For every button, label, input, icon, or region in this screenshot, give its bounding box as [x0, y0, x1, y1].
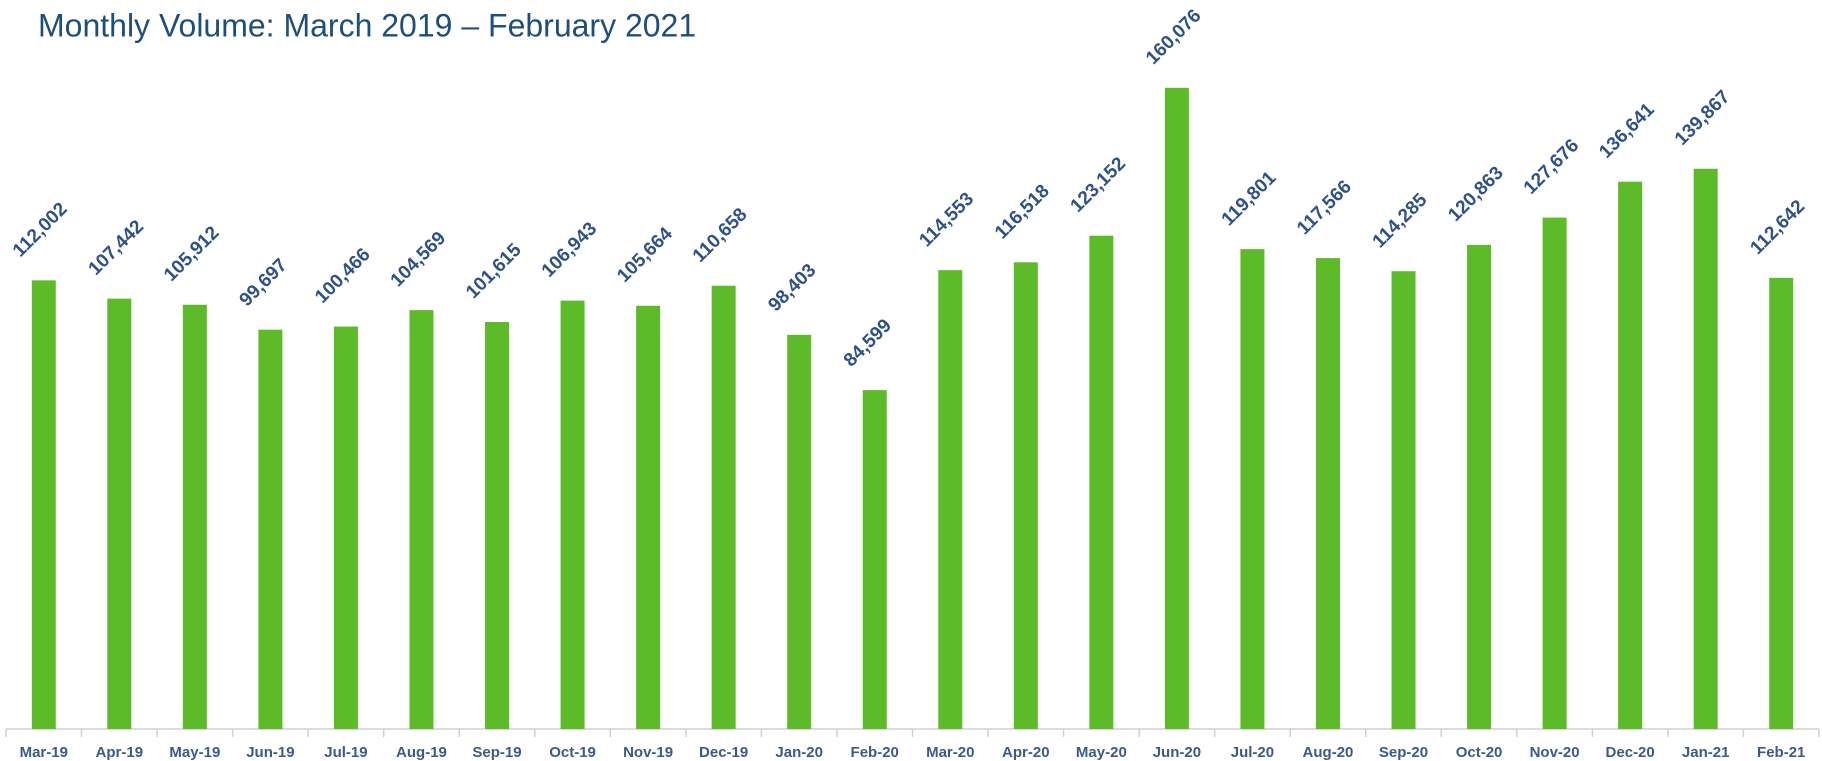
value-label: 160,076 [1142, 5, 1205, 68]
value-label: 127,676 [1520, 135, 1583, 198]
value-label: 98,403 [764, 260, 820, 316]
bar [636, 305, 661, 729]
x-tick-label: Nov-19 [623, 744, 673, 761]
x-tick-label: Oct-20 [1456, 744, 1503, 761]
x-tick-label: Jul-20 [1231, 744, 1274, 761]
bar [1693, 168, 1718, 730]
bar [1542, 217, 1567, 730]
x-tick-label: Apr-19 [96, 744, 144, 761]
value-label: 112,642 [1746, 196, 1809, 259]
bar [560, 300, 585, 729]
bar [1618, 181, 1643, 729]
bar [333, 326, 358, 729]
bar [787, 334, 812, 729]
value-label: 114,285 [1369, 189, 1432, 252]
bar [1391, 271, 1416, 729]
value-label: 117,566 [1293, 176, 1356, 239]
x-tick-label: May-20 [1076, 744, 1127, 761]
x-tick-label: Sep-20 [1379, 744, 1428, 761]
bar [485, 321, 510, 729]
x-tick-label: Mar-19 [20, 744, 68, 761]
value-label: 100,466 [311, 244, 374, 307]
x-tick-label: Sep-19 [472, 744, 521, 761]
bar [31, 280, 56, 729]
x-tick-label: Jul-19 [324, 744, 367, 761]
x-tick-label: Jun-20 [1153, 744, 1201, 761]
value-label: 116,518 [991, 181, 1054, 244]
value-label: 123,152 [1067, 153, 1130, 216]
chart-title: Monthly Volume: March 2019 – February 20… [38, 7, 696, 43]
value-label: 104,569 [387, 228, 450, 291]
bar [1240, 249, 1265, 729]
x-tick-label: Dec-20 [1606, 744, 1655, 761]
bar [107, 298, 132, 729]
bar [711, 285, 736, 729]
bar [182, 304, 207, 729]
value-label: 110,658 [689, 204, 752, 267]
x-tick-label: Jun-19 [246, 744, 294, 761]
x-tick-label: Apr-20 [1002, 744, 1050, 761]
value-label: 136,641 [1595, 99, 1659, 163]
bar [1315, 258, 1340, 729]
bar [1089, 235, 1114, 729]
bar [1164, 87, 1189, 729]
x-tick-label: Dec-19 [699, 744, 748, 761]
bar [1769, 277, 1794, 729]
bar [938, 270, 963, 729]
x-tick-label: Aug-20 [1303, 744, 1354, 761]
x-tick-label: Mar-20 [926, 744, 974, 761]
value-label: 99,697 [236, 255, 292, 311]
value-label: 107,442 [85, 216, 148, 279]
value-label: 106,943 [538, 218, 601, 281]
x-tick-label: May-19 [169, 744, 220, 761]
x-tick-label: Aug-19 [396, 744, 447, 761]
x-tick-label: Feb-21 [1757, 744, 1805, 761]
x-tick-label: Jan-21 [1682, 744, 1730, 761]
value-label: 112,002 [9, 199, 72, 262]
x-tick-label: Nov-20 [1530, 744, 1580, 761]
bar [1013, 262, 1038, 729]
value-label: 139,867 [1671, 86, 1734, 149]
bar [409, 310, 434, 729]
value-label: 120,863 [1444, 163, 1507, 226]
value-label: 119,801 [1218, 167, 1281, 230]
bar [258, 329, 283, 729]
bar [862, 390, 887, 729]
x-tick-label: Jan-20 [775, 744, 823, 761]
value-label: 105,912 [160, 222, 223, 285]
value-label: 105,664 [613, 223, 677, 287]
x-tick-label: Feb-20 [851, 744, 899, 761]
value-label: 114,553 [916, 189, 979, 252]
bar [1467, 244, 1492, 730]
x-tick-label: Oct-19 [549, 744, 596, 761]
value-label: 101,615 [462, 239, 526, 303]
value-label: 84,599 [840, 315, 896, 371]
